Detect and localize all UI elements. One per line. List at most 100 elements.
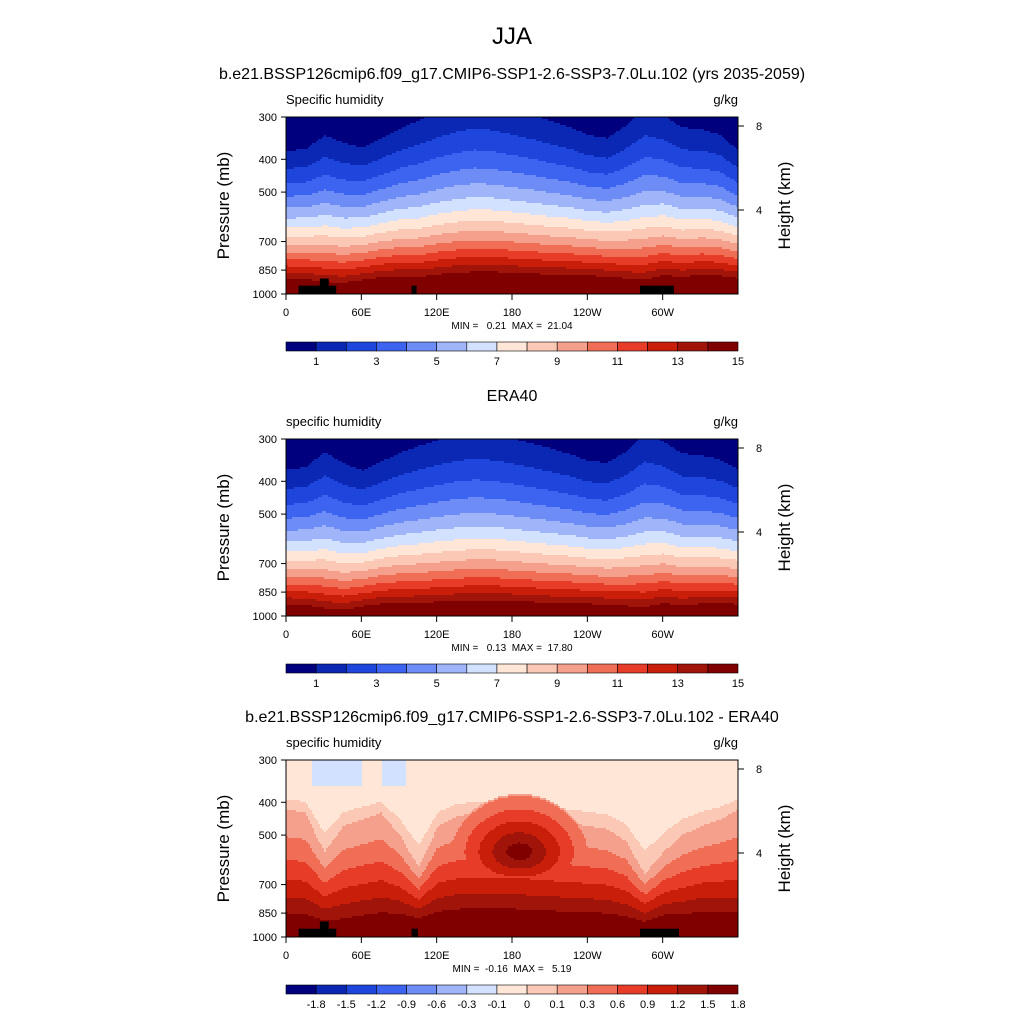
height-tick-label: 4 [756, 205, 762, 217]
x-tick-label: 60W [651, 307, 674, 319]
y-tick-label: 500 [259, 187, 277, 199]
min-max-stats: MIN = -0.16 MAX = 5.19 [453, 964, 572, 975]
x-tick-label: 60E [352, 307, 372, 319]
colorbar-swatch [557, 342, 587, 351]
colorbar-swatch [527, 985, 557, 994]
colorbar-label: 1.8 [730, 999, 745, 1011]
colorbar-swatch [316, 664, 346, 673]
colorbar-swatch [557, 664, 587, 673]
colorbar-label: -1.2 [367, 999, 386, 1011]
colorbar-swatch [376, 342, 406, 351]
min-max-stats: MIN = 0.13 MAX = 17.80 [451, 643, 573, 654]
x-tick-label: 60E [352, 629, 372, 641]
x-tick-label: 180 [503, 629, 521, 641]
y-tick-label: 1000 [253, 289, 277, 301]
colorbar-swatch [376, 664, 406, 673]
colorbar-swatch [437, 985, 467, 994]
colorbar-label: 3 [373, 678, 379, 690]
height-axis-label: Height (km) [775, 162, 794, 250]
colorbar-label: 13 [672, 678, 684, 690]
units-label: g/kg [713, 735, 738, 750]
x-tick-label: 120W [573, 307, 602, 319]
colorbar-swatch [286, 985, 316, 994]
colorbar-swatch [286, 664, 316, 673]
variable-label: specific humidity [286, 735, 382, 750]
colorbar-swatch [587, 664, 617, 673]
x-tick-label: 120W [573, 629, 602, 641]
y-tick-label: 300 [259, 112, 277, 124]
colorbar-swatch [617, 985, 647, 994]
colorbar-swatch [527, 664, 557, 673]
height-tick-label: 8 [756, 443, 762, 455]
units-label: g/kg [713, 414, 738, 429]
colorbar-swatch [617, 342, 647, 351]
figure: JJA b.e21.BSSP126cmip6.f09_g17.CMIP6-SSP… [0, 0, 1024, 1024]
colorbar-label: 1 [313, 678, 319, 690]
x-tick-label: 60W [651, 950, 674, 962]
colorbar-label: 13 [672, 356, 684, 368]
topography-block [320, 922, 329, 937]
panel-1: b.e21.BSSP126cmip6.f09_g17.CMIP6-SSP1-2.… [214, 66, 805, 368]
colorbar-swatch [316, 985, 346, 994]
colorbar-swatch [467, 342, 497, 351]
colorbar-label: -1.5 [337, 999, 356, 1011]
colorbar-swatch [376, 985, 406, 994]
colorbar-swatch [497, 985, 527, 994]
x-tick-label: 0 [283, 629, 289, 641]
colorbar-swatch [587, 342, 617, 351]
colorbar-swatch [467, 664, 497, 673]
x-tick-label: 60E [352, 950, 372, 962]
colorbar-swatch [617, 664, 647, 673]
panel-3: b.e21.BSSP126cmip6.f09_g17.CMIP6-SSP1-2.… [214, 709, 794, 1011]
colorbar-label: -0.9 [397, 999, 416, 1011]
y-tick-label: 500 [259, 509, 277, 521]
y-tick-label: 850 [259, 908, 277, 920]
colorbar-label: 9 [554, 678, 560, 690]
colorbar-swatch [527, 342, 557, 351]
x-tick-label: 0 [283, 950, 289, 962]
plot-area [286, 439, 738, 617]
height-tick-label: 4 [756, 527, 762, 539]
height-axis-label: Height (km) [775, 805, 794, 893]
colorbar-swatch [497, 664, 527, 673]
colorbar-label: 5 [434, 678, 440, 690]
height-tick-label: 4 [756, 848, 762, 860]
colorbar-swatch [678, 342, 708, 351]
colorbar-swatch [437, 664, 467, 673]
x-tick-label: 120E [424, 629, 450, 641]
y-tick-label: 700 [259, 880, 277, 892]
panel-title: b.e21.BSSP126cmip6.f09_g17.CMIP6-SSP1-2.… [245, 709, 779, 726]
panel-title: b.e21.BSSP126cmip6.f09_g17.CMIP6-SSP1-2.… [219, 66, 805, 83]
colorbar-swatch [587, 985, 617, 994]
colorbar-swatch [497, 342, 527, 351]
y-tick-label: 400 [259, 797, 277, 809]
topography-block [299, 286, 337, 294]
min-max-stats: MIN = 0.21 MAX = 21.04 [451, 321, 573, 332]
colorbar-swatch [437, 342, 467, 351]
variable-label: Specific humidity [286, 92, 384, 107]
topography-block [299, 929, 337, 937]
x-tick-label: 60W [651, 629, 674, 641]
height-axis-label: Height (km) [775, 484, 794, 572]
colorbar-swatch [557, 985, 587, 994]
y-tick-label: 300 [259, 434, 277, 446]
plot-area [286, 760, 738, 938]
colorbar-label: 15 [732, 678, 744, 690]
x-tick-label: 180 [503, 307, 521, 319]
y-tick-label: 300 [259, 755, 277, 767]
colorbar-swatch [648, 985, 678, 994]
y-tick-label: 1000 [253, 611, 277, 623]
colorbar-label: 7 [494, 356, 500, 368]
units-label: g/kg [713, 92, 738, 107]
y-axis-label: Pressure (mb) [214, 152, 233, 260]
colorbar-swatch [467, 985, 497, 994]
colorbar-swatch [346, 342, 376, 351]
colorbar-swatch [708, 664, 738, 673]
colorbar-label: 1.2 [670, 999, 685, 1011]
colorbar-label: 3 [373, 356, 379, 368]
colorbar-swatch [346, 985, 376, 994]
colorbar-label: 5 [434, 356, 440, 368]
colorbar-label: 1 [313, 356, 319, 368]
y-tick-label: 500 [259, 830, 277, 842]
